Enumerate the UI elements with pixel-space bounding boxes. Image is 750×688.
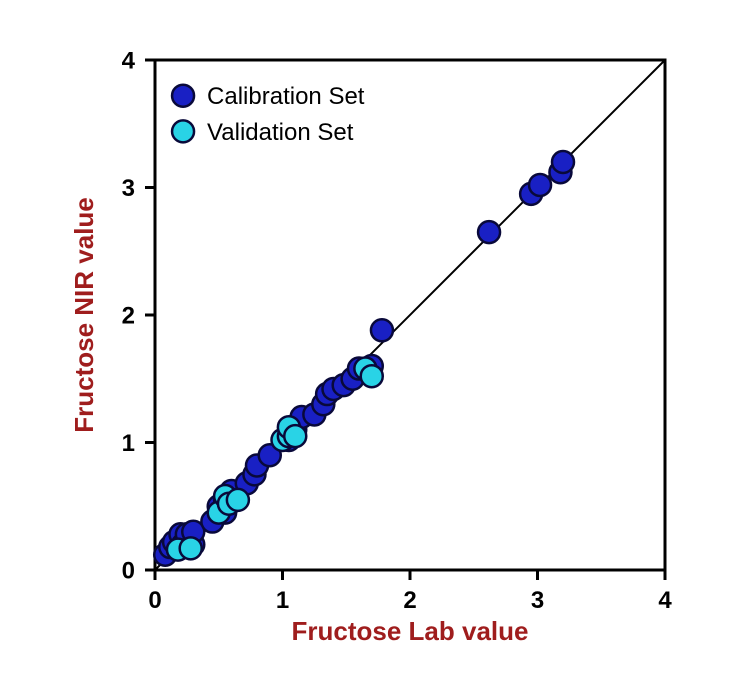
- x-tick-label: 1: [276, 587, 289, 614]
- data-point: [284, 425, 306, 447]
- data-point: [227, 489, 249, 511]
- data-point: [529, 174, 551, 196]
- legend-marker: [172, 85, 194, 107]
- legend-label: Calibration Set: [207, 83, 365, 110]
- data-point: [180, 537, 202, 559]
- x-tick-label: 3: [531, 587, 544, 614]
- legend-label: Validation Set: [207, 119, 354, 146]
- x-tick-label: 0: [148, 587, 161, 614]
- data-point: [371, 319, 393, 341]
- data-point: [478, 221, 500, 243]
- y-tick-label: 3: [122, 175, 135, 202]
- chart-container: 0 1 2 3 4 0 1 2 3 4 Fructose Lab value Fructose NIR…: [0, 0, 750, 688]
- x-tick-label: 4: [658, 587, 672, 614]
- chart-bg: [0, 0, 750, 688]
- y-tick-label: 1: [122, 430, 135, 457]
- data-point: [552, 151, 574, 173]
- y-axis-label: Fructose NIR value: [69, 197, 99, 433]
- x-axis-label: Fructose Lab value: [292, 616, 529, 646]
- legend-marker: [172, 120, 194, 142]
- y-tick-label: 4: [122, 47, 136, 74]
- y-tick-label: 0: [122, 557, 135, 584]
- scatter-chart: 0 1 2 3 4 0 1 2 3 4 Fructose Lab value Fructose NIR…: [0, 0, 750, 688]
- data-point: [361, 365, 383, 387]
- y-tick-label: 2: [122, 302, 135, 329]
- x-tick-label: 2: [403, 587, 416, 614]
